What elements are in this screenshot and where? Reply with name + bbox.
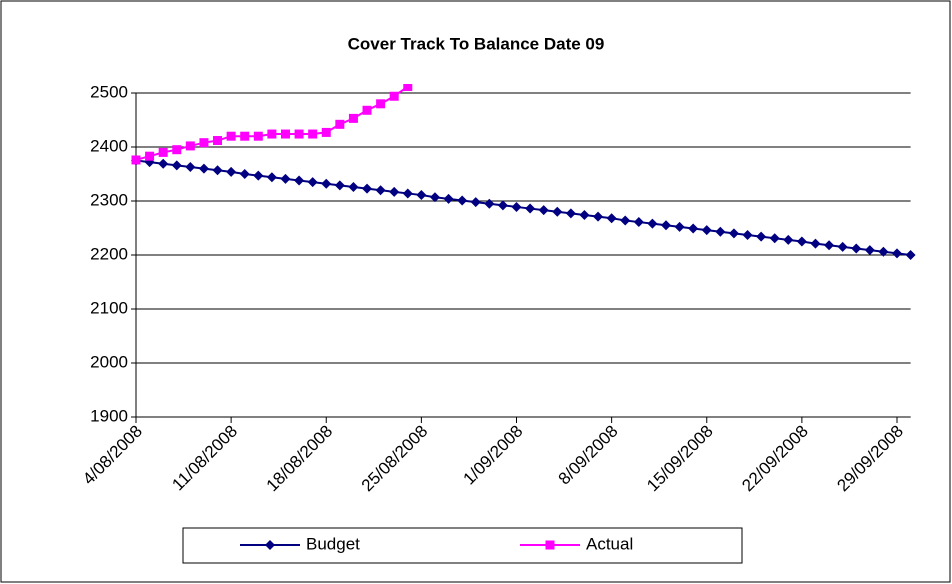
y-tick-label: 2100 <box>90 298 128 317</box>
point <box>864 245 875 256</box>
point <box>552 206 563 217</box>
point <box>402 188 413 199</box>
y-tick-label: 2200 <box>90 244 128 263</box>
point <box>525 203 536 214</box>
legend-label: Actual <box>586 534 633 553</box>
point <box>688 223 699 234</box>
point <box>348 181 359 192</box>
point <box>756 231 767 242</box>
point <box>457 195 468 206</box>
series-line <box>135 159 911 256</box>
point <box>280 173 291 184</box>
point <box>769 233 780 244</box>
plot <box>131 84 916 260</box>
point <box>362 183 373 194</box>
point <box>497 200 508 211</box>
point <box>620 215 631 226</box>
point <box>429 192 440 203</box>
point <box>267 129 277 139</box>
point <box>545 540 555 550</box>
point <box>579 210 590 221</box>
point <box>824 240 835 251</box>
point <box>796 236 807 247</box>
point <box>348 113 358 123</box>
point <box>837 241 848 252</box>
point <box>172 145 182 155</box>
point <box>565 208 576 219</box>
point <box>416 190 427 201</box>
point <box>470 197 481 208</box>
point <box>185 141 195 151</box>
point <box>376 99 386 109</box>
point <box>266 172 277 183</box>
point <box>905 250 916 260</box>
point <box>892 248 903 259</box>
point <box>226 166 237 177</box>
chart-title: Cover Track To Balance Date 09 <box>348 34 605 53</box>
point <box>715 226 726 237</box>
point <box>294 175 305 186</box>
point <box>307 177 318 188</box>
point <box>484 198 495 209</box>
point <box>253 131 263 141</box>
y-tick-label: 2400 <box>90 136 128 155</box>
point <box>253 170 264 181</box>
point <box>280 129 290 139</box>
point <box>145 151 155 161</box>
point <box>213 136 223 146</box>
point <box>403 84 413 92</box>
point <box>375 185 386 196</box>
point <box>742 230 753 241</box>
point <box>389 186 400 197</box>
point <box>308 129 318 139</box>
point <box>701 225 712 236</box>
point <box>783 234 794 245</box>
point <box>334 180 345 191</box>
point <box>810 238 821 249</box>
point <box>199 138 209 148</box>
point <box>212 165 223 176</box>
point <box>538 205 549 216</box>
point <box>647 218 658 229</box>
point <box>294 129 304 139</box>
point <box>674 221 685 232</box>
point <box>660 220 671 231</box>
y-tick-label: 2500 <box>90 82 128 101</box>
point <box>226 131 236 141</box>
y-tick-label: 2300 <box>90 190 128 209</box>
point <box>728 228 739 239</box>
point <box>239 169 250 179</box>
point <box>443 193 454 204</box>
point <box>198 163 209 174</box>
point <box>335 119 345 129</box>
point <box>851 243 862 254</box>
legend-label: Budget <box>306 534 360 553</box>
point <box>131 155 141 165</box>
point <box>158 147 168 157</box>
point <box>593 211 604 222</box>
point <box>321 127 331 137</box>
point <box>606 213 617 224</box>
y-tick-label: 1900 <box>90 406 128 425</box>
point <box>362 105 372 115</box>
point <box>171 160 182 171</box>
point <box>633 217 644 228</box>
point <box>158 158 169 169</box>
point <box>240 131 250 141</box>
y-tick-label: 2000 <box>90 352 128 371</box>
point <box>389 91 399 101</box>
point <box>265 540 275 550</box>
point <box>878 246 889 257</box>
point <box>185 161 196 172</box>
point <box>511 201 522 212</box>
point <box>321 178 332 189</box>
